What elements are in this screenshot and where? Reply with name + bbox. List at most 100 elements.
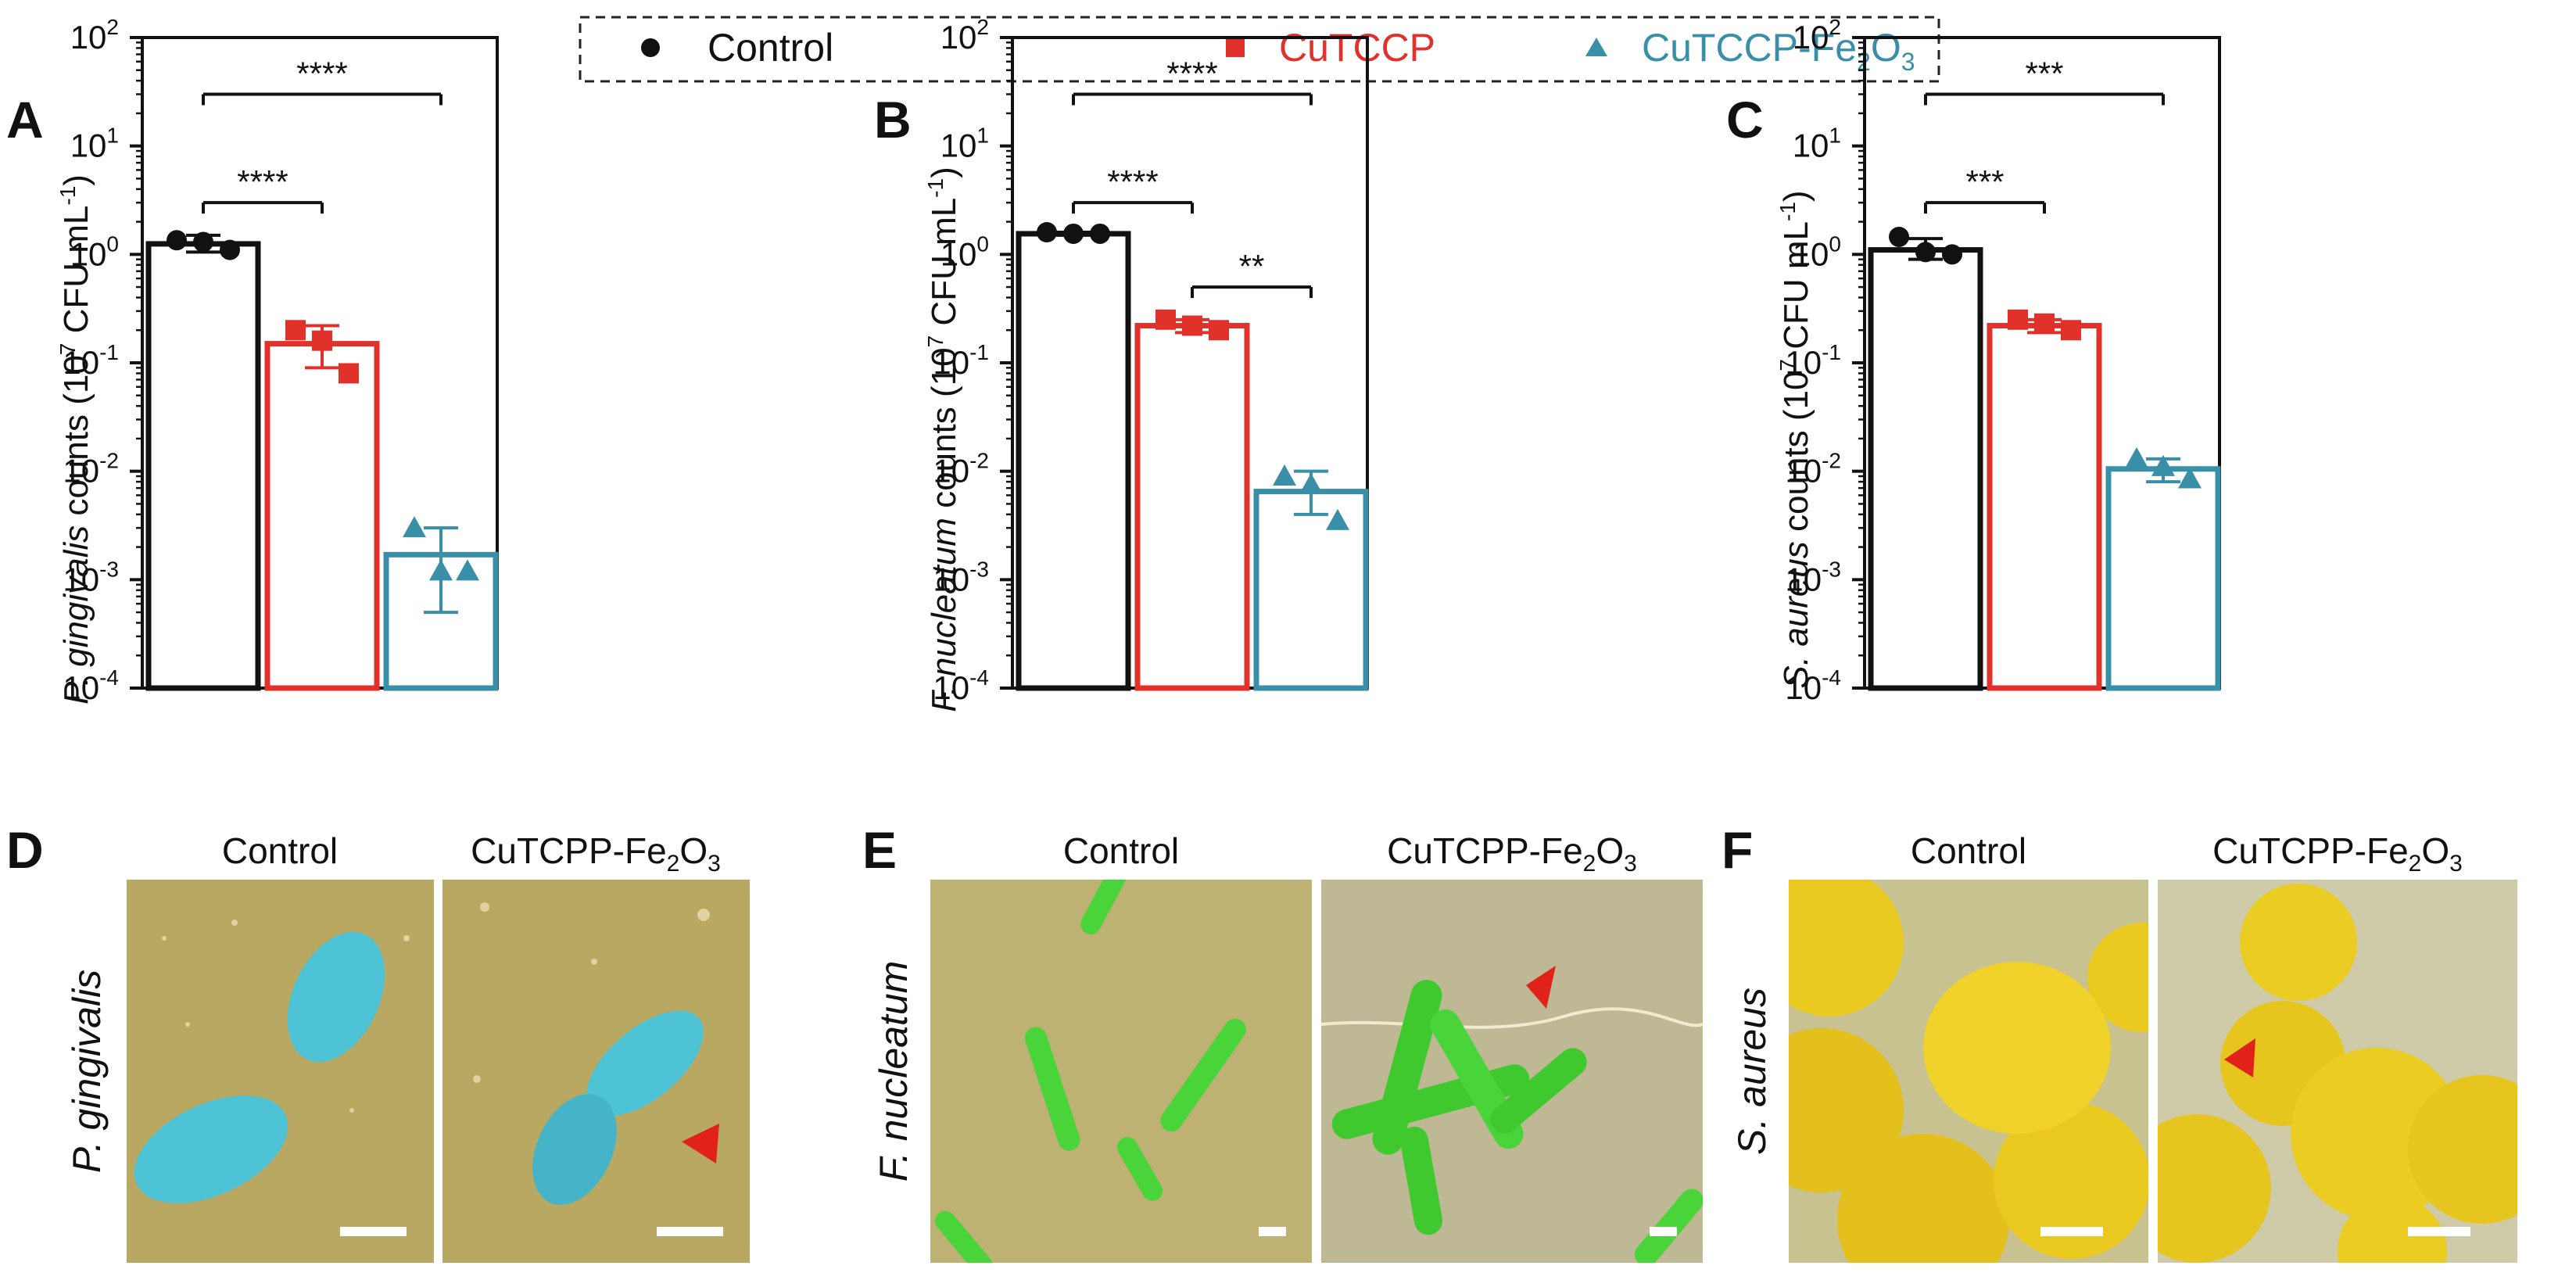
sem-image-treated-e <box>1321 880 1703 1263</box>
bar <box>1134 323 1250 691</box>
data-point <box>1942 244 1962 265</box>
y-tick-label: 102 <box>1793 15 1841 56</box>
y-tick-label: 10-4 <box>933 665 989 706</box>
y-tick-label: 10-2 <box>933 449 989 489</box>
coccus-cell <box>1837 1134 2009 1263</box>
debris <box>185 1022 190 1027</box>
debris <box>349 1108 354 1113</box>
data-point <box>1090 223 1110 244</box>
data-point <box>220 239 240 260</box>
sem-species-label-d: P. gingivalis <box>65 970 109 1173</box>
data-point <box>429 559 453 581</box>
legend-marker-circle <box>641 38 660 57</box>
bar <box>1253 489 1369 691</box>
y-tick-label: 10-1 <box>1785 340 1841 381</box>
bar <box>145 241 261 691</box>
y-tick-label: 101 <box>70 124 119 164</box>
sem-image-control-d <box>127 880 434 1263</box>
sem-image-control-f <box>1789 880 2148 1263</box>
arrowhead-icon <box>1526 966 1556 1009</box>
sem-title-control-e: Control <box>1063 830 1179 871</box>
debris <box>403 935 410 941</box>
legend-marker-square <box>1226 38 1245 57</box>
legend-item-cutccp: CuTCCP <box>1226 26 1435 70</box>
data-point <box>1182 315 1202 336</box>
bacterium-rod <box>1024 1027 1080 1151</box>
data-point <box>1915 242 1936 263</box>
y-tick-label: 10-3 <box>933 557 989 597</box>
bar <box>1868 247 1983 691</box>
significance-label: ** <box>1239 248 1265 285</box>
sem-species-label-e: F. nucleatum <box>872 961 915 1182</box>
panel-letter-b: B <box>874 91 912 149</box>
bacterium-rod <box>1399 1126 1443 1235</box>
data-point <box>1063 223 1084 244</box>
y-tick-label: 101 <box>1793 124 1841 164</box>
bar <box>1987 323 2102 691</box>
legend-marker-triangle <box>1585 38 1607 56</box>
chart-a: A P. gingivalis counts (107 CFU mL-1) 10… <box>6 15 499 706</box>
y-tick-label: 10-3 <box>1785 557 1841 597</box>
y-tick-label: 10-1 <box>63 340 119 381</box>
bacterium-cell <box>287 931 385 1063</box>
sem-title-treated-f: CuTCPP-Fe2O3 <box>2212 830 2463 877</box>
data-point <box>403 516 426 538</box>
bacterium-rod <box>935 1210 993 1263</box>
coccus-cell <box>1789 880 1904 1016</box>
panel-letter-a: A <box>6 91 44 149</box>
sem-panel-d: D P. gingivalis Control CuTCPP-Fe2O3 <box>6 821 750 1263</box>
data-point <box>339 363 359 384</box>
y-tick-label: 10-2 <box>1785 449 1841 489</box>
y-tick-label: 100 <box>70 231 119 272</box>
sem-species-label-f: S. aureus <box>1730 988 1774 1155</box>
coccus-cell <box>1923 962 2111 1134</box>
debris <box>480 902 489 912</box>
legend-label-control: Control <box>708 26 833 70</box>
sem-title-treated-d: CuTCPP-Fe2O3 <box>471 830 721 877</box>
sem-background <box>930 880 1312 1263</box>
bar <box>1016 231 1131 691</box>
data-point <box>1326 508 1349 530</box>
y-axis-label-a: P. gingivalis counts (107 CFU mL-1) <box>56 174 95 705</box>
sem-title-control-f: Control <box>1911 830 2026 871</box>
significance-label: **** <box>237 163 288 200</box>
y-tick-label: 10-4 <box>63 665 119 706</box>
sem-image-treated-f <box>2158 880 2517 1263</box>
y-tick-label: 100 <box>1793 231 1841 272</box>
sem-title-treated-e: CuTCPP-Fe2O3 <box>1387 830 1637 877</box>
chart-b: B F. nucleatum counts (107 CFU mL-1) 102… <box>874 15 1369 712</box>
panel-letter-c: C <box>1726 91 1764 149</box>
y-tick-label: 10-2 <box>63 449 119 489</box>
y-tick-label: 102 <box>940 15 989 56</box>
data-point <box>1889 226 1909 247</box>
arrowhead-icon <box>2224 1038 2255 1077</box>
panel-letter-d: D <box>6 821 44 879</box>
debris <box>162 936 167 941</box>
bacterium-rod <box>1160 1018 1246 1132</box>
legend-label-cutccp: CuTCCP <box>1279 26 1435 70</box>
sem-image-control-e <box>930 880 1312 1263</box>
y-tick-label: 102 <box>70 15 119 56</box>
data-point <box>1299 472 1323 494</box>
debris <box>591 959 597 965</box>
y-axis-label-b: F. nucleatum counts (107 CFU mL-1) <box>923 167 963 712</box>
data-point <box>193 231 213 253</box>
sem-image-treated-d <box>442 880 750 1263</box>
bar <box>2105 466 2221 691</box>
significance-label: **** <box>296 56 347 92</box>
debris <box>473 1075 481 1083</box>
coccus-cell <box>2087 923 2148 1032</box>
bacterium-rod <box>1490 1048 1587 1134</box>
y-tick-label: 10-1 <box>933 340 989 381</box>
data-point <box>2008 309 2028 330</box>
legend-label-fe2o3: CuTCCP-Fe2O3 <box>1642 26 1915 76</box>
data-point <box>2178 467 2202 489</box>
significance-label: *** <box>2025 56 2063 92</box>
significance-label: **** <box>1166 56 1217 92</box>
debris <box>231 920 238 926</box>
bacterium-rod <box>1080 880 1132 935</box>
sem-panel-e: E F. nucleatum Control CuTCPP-Fe2O3 <box>862 821 1703 1263</box>
panel-letter-f: F <box>1722 821 1753 879</box>
